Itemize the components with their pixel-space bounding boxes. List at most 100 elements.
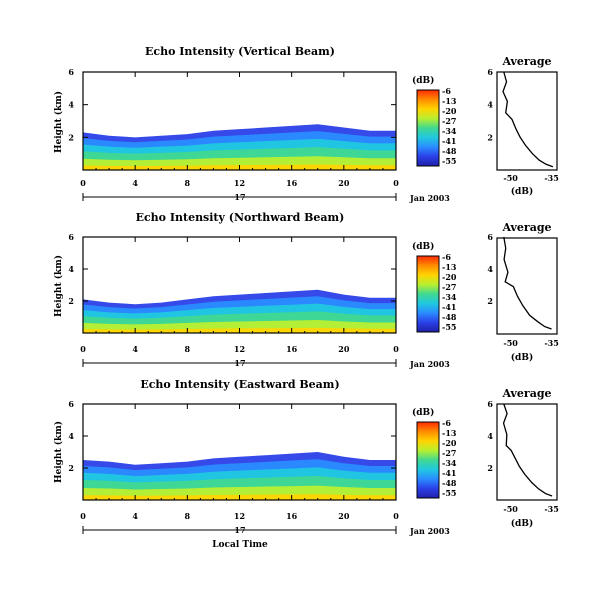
colorbar-tick: -55 (442, 488, 456, 498)
x-tick-label: 16 (286, 344, 298, 354)
y-tick-label: 6 (68, 399, 74, 409)
colorbar-tick: -20 (442, 272, 457, 282)
panel-title: Echo Intensity (Vertical Beam) (145, 45, 335, 58)
x-tick-label: 20 (338, 344, 350, 354)
colorbar-tick: -20 (442, 106, 457, 116)
x-tick-label: 8 (185, 511, 191, 521)
colorbar: (dB) -6 -13 -20 -27 -34 -41 -48 -55 (412, 241, 457, 333)
average-profile: Average 2 4 6 -50 -35 (dB) (487, 387, 558, 529)
x-axis-label: Local Time (212, 540, 268, 550)
x-tick-label: 4 (132, 511, 138, 521)
x-axis: 0 4 8 12 16 20 0 (80, 404, 399, 521)
profile-x-tick: -50 (503, 338, 518, 348)
colorbar-tick: -41 (442, 136, 456, 146)
profile-x-tick: -35 (544, 338, 558, 348)
x-tick-label: 0 (80, 344, 86, 354)
colorbar-title: (dB) (412, 407, 434, 418)
x-tick-label: 4 (132, 178, 138, 188)
y-axis: 2 4 6 (68, 399, 396, 473)
y-tick-label: 2 (68, 296, 74, 306)
colorbar-tick: -6 (442, 252, 451, 262)
x-tick-label: 0 (80, 511, 86, 521)
colorbar-strip (416, 421, 440, 499)
y-axis-label: Height (km) (53, 255, 64, 317)
panel-title: Echo Intensity (Eastward Beam) (140, 378, 339, 391)
x-tick-label: 8 (185, 178, 191, 188)
x-tick-label: 4 (132, 344, 138, 354)
colorbar-tick: -34 (442, 292, 457, 302)
x-axis: 0 4 8 12 16 20 0 (80, 237, 399, 354)
profile-y-tick: 2 (487, 132, 493, 142)
profile-y-tick: 6 (487, 67, 493, 77)
profile-x-tick: -50 (503, 504, 518, 514)
echo-region (83, 124, 396, 170)
colorbar-tick: -27 (442, 282, 456, 292)
profile-y-tick: 2 (487, 463, 493, 473)
colorbar-title: (dB) (412, 75, 434, 86)
colorbar-tick: -41 (442, 468, 456, 478)
profile-line (502, 71, 554, 168)
profile-y-tick: 2 (487, 296, 493, 306)
colorbar-tick: -48 (442, 146, 457, 156)
profile-x-label: (dB) (511, 518, 533, 529)
colorbar-tick: -41 (442, 302, 456, 312)
y-axis-label: Height (km) (53, 421, 64, 483)
date-label: Jan 2003 (409, 526, 450, 536)
y-axis-label: Height (km) (53, 91, 64, 153)
profile-y-tick: 4 (487, 264, 493, 274)
x-tick-label: 0 (393, 511, 399, 521)
day-label: 17 (234, 525, 245, 535)
x-tick-label: 20 (338, 511, 350, 521)
colorbar-tick: -13 (442, 428, 457, 438)
colorbar-strip (416, 89, 440, 167)
y-tick-label: 2 (68, 132, 74, 142)
y-tick-label: 4 (68, 100, 74, 110)
y-tick-label: 4 (68, 264, 74, 274)
y-tick-label: 6 (68, 232, 74, 242)
x-tick-label: 20 (338, 178, 350, 188)
colorbar-tick: -27 (442, 116, 456, 126)
echo-region (83, 452, 396, 500)
date-label: Jan 2003 (409, 359, 450, 369)
average-profile: Average 2 4 6 -50 -35 (dB) (487, 221, 558, 363)
y-axis: 2 4 6 (68, 67, 396, 142)
colorbar-tick: -55 (442, 322, 456, 332)
y-tick-label: 6 (68, 67, 74, 77)
colorbar: (dB) -6 -13 -20 -27 -34 -41 -48 -55 (412, 75, 457, 167)
x-tick-label: 0 (393, 344, 399, 354)
y-tick-label: 4 (68, 431, 74, 441)
profile-title: Average (501, 55, 551, 68)
profile-frame (496, 403, 558, 501)
profile-y-tick: 6 (487, 232, 493, 242)
profile-x-tick: -50 (503, 173, 518, 183)
profile-title: Average (501, 221, 551, 234)
colorbar-title: (dB) (412, 241, 434, 252)
colorbar-strip (416, 255, 440, 333)
x-tick-label: 12 (234, 178, 245, 188)
profile-x-label: (dB) (511, 186, 533, 197)
x-tick-label: 12 (234, 511, 245, 521)
panel-title: Echo Intensity (Northward Beam) (136, 211, 345, 224)
panel-northward-beam: Echo Intensity (Northward Beam) 0 4 8 12… (53, 211, 559, 369)
y-axis: 2 4 6 (68, 232, 396, 306)
profile-x-label: (dB) (511, 352, 533, 363)
panel-vertical-beam: Echo Intensity (Vertical Beam) 0 4 8 12 … (53, 45, 559, 203)
colorbar-tick: -27 (442, 448, 456, 458)
colorbar-tick: -6 (442, 418, 451, 428)
profile-title: Average (501, 387, 551, 400)
panel-eastward-beam: Echo Intensity (Eastward Beam) 0 4 8 12 … (53, 378, 559, 550)
x-axis: 0 4 8 12 16 20 0 (80, 72, 399, 188)
colorbar-tick: -6 (442, 86, 451, 96)
colorbar-tick: -34 (442, 458, 457, 468)
date-label: Jan 2003 (409, 193, 450, 203)
colorbar-tick: -48 (442, 312, 457, 322)
day-label: 17 (234, 358, 245, 368)
profile-x-tick: -35 (544, 173, 558, 183)
colorbar-tick: -48 (442, 478, 457, 488)
colorbar: (dB) -6 -13 -20 -27 -34 -41 -48 -55 (412, 407, 457, 499)
echo-region (83, 289, 396, 333)
profile-y-tick: 4 (487, 100, 493, 110)
profile-y-tick: 4 (487, 431, 493, 441)
colorbar-tick: -20 (442, 438, 457, 448)
